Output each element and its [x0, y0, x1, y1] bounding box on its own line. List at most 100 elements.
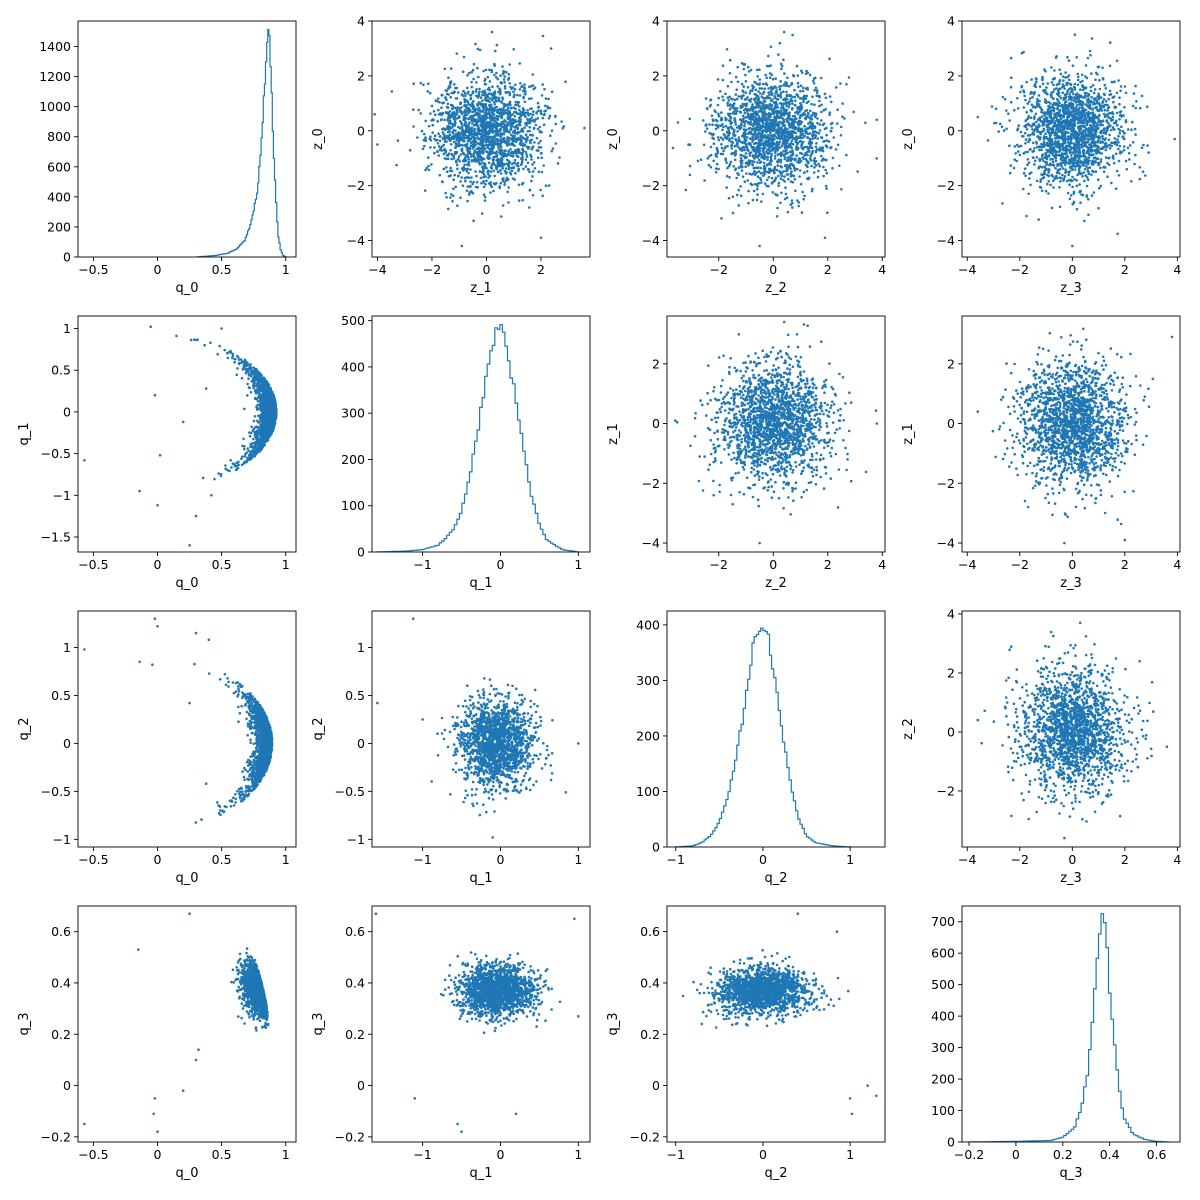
scatter-point — [749, 132, 753, 135]
scatter-point — [484, 82, 488, 86]
scatter-point — [462, 110, 466, 114]
scatter-point — [805, 130, 808, 134]
scatter-point — [479, 139, 483, 143]
scatter-point — [733, 118, 737, 122]
scatter-point — [498, 186, 502, 190]
scatter-point — [1110, 119, 1113, 122]
scatter-point — [805, 69, 808, 73]
scatter-point — [780, 174, 783, 178]
scatter-point — [735, 176, 738, 180]
scatter-point — [820, 103, 823, 107]
scatter-point — [492, 118, 495, 122]
scatter-point — [762, 117, 765, 120]
scatter-point — [755, 188, 759, 191]
scatter-point — [507, 76, 511, 80]
scatter-point — [791, 142, 795, 146]
scatter-point — [464, 179, 467, 183]
scatter-point — [759, 166, 763, 170]
scatter-point — [436, 97, 440, 100]
scatter-point — [448, 133, 452, 136]
scatter-point — [1080, 73, 1084, 77]
scatter-point — [1133, 162, 1136, 166]
scatter-point — [706, 157, 709, 160]
scatter-point — [801, 89, 805, 93]
scatter-point — [485, 123, 489, 127]
scatter-point — [454, 118, 457, 121]
scatter-point — [754, 126, 757, 130]
scatter-point — [446, 134, 450, 138]
scatter-point — [441, 101, 444, 105]
scatter-point — [729, 116, 732, 120]
scatter-point — [791, 153, 795, 156]
scatter-point — [740, 97, 743, 100]
scatter-point — [773, 138, 776, 141]
scatter-point — [745, 172, 748, 175]
scatter-point — [1035, 146, 1039, 149]
scatter-point — [483, 144, 486, 148]
scatter-point — [798, 110, 801, 114]
y-axis-label: z_0 — [606, 128, 621, 150]
scatter-point — [1087, 172, 1091, 175]
scatter-point — [709, 103, 712, 107]
scatter-point — [1068, 92, 1071, 96]
scatter-point — [428, 91, 432, 95]
scatter-point — [792, 120, 796, 124]
scatter-point — [427, 164, 430, 168]
scatter-point — [831, 166, 834, 170]
scatter-point — [740, 166, 743, 169]
scatter-point — [748, 172, 751, 175]
scatter-point — [754, 88, 757, 92]
scatter-point — [1063, 175, 1067, 178]
scatter-point — [463, 118, 466, 122]
scatter-point — [754, 81, 757, 84]
scatter-point — [488, 100, 491, 103]
scatter-point — [1030, 125, 1033, 128]
scatter-point — [753, 157, 756, 160]
scatter-point — [746, 65, 750, 69]
scatter-point — [757, 170, 760, 174]
scatter-point — [783, 197, 787, 201]
scatter-point — [767, 64, 771, 68]
scatter-point — [731, 152, 734, 155]
scatter-point — [493, 62, 496, 66]
scatter-point — [483, 79, 487, 83]
scatter-point — [790, 139, 794, 143]
scatter-point — [803, 194, 806, 198]
scatter-point — [476, 47, 480, 51]
scatter-point — [747, 114, 750, 118]
scatter-point — [735, 109, 739, 113]
scatter-point — [784, 97, 788, 101]
scatter-point — [762, 151, 765, 154]
scatter-point — [790, 118, 794, 122]
scatter-point — [523, 87, 526, 91]
scatter-point — [765, 64, 769, 68]
scatter-point — [510, 121, 514, 124]
scatter-point — [762, 144, 766, 147]
scatter-point — [785, 104, 788, 108]
scatter-point — [492, 123, 496, 127]
scatter-point — [814, 145, 818, 149]
scatter-point — [520, 129, 523, 133]
scatter-point — [824, 108, 827, 111]
scatter-point — [791, 95, 794, 99]
scatter-point — [507, 152, 510, 156]
scatter-point — [1054, 119, 1058, 123]
scatter-point — [503, 75, 507, 78]
scatter-point — [495, 165, 498, 168]
scatter-point — [475, 181, 479, 184]
scatter-point — [466, 86, 469, 90]
scatter-point — [513, 158, 517, 162]
scatter-point — [1093, 136, 1096, 139]
scatter-point — [501, 97, 505, 101]
scatter-point — [805, 159, 809, 163]
scatter-point — [758, 87, 762, 90]
scatter-point — [777, 127, 781, 131]
scatter-point — [755, 124, 759, 127]
scatter-point — [737, 124, 741, 128]
scatter-point — [785, 145, 788, 148]
scatter-point — [721, 152, 725, 156]
scatter-point — [1081, 194, 1085, 197]
scatter-point — [505, 158, 509, 162]
scatter-point — [721, 138, 725, 141]
scatter-point — [773, 151, 777, 154]
